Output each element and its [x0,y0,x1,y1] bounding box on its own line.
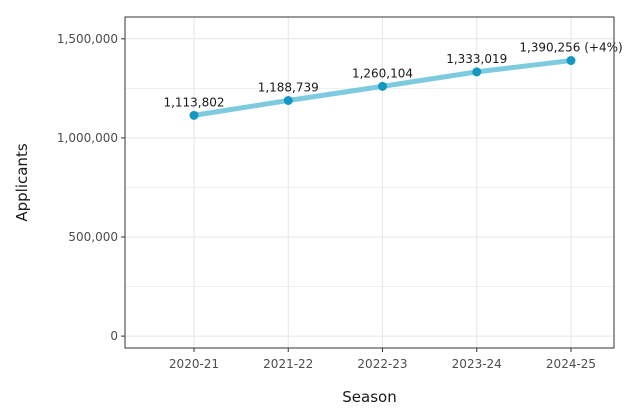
x-tick-label: 2022-23 [357,357,407,371]
data-label: 1,333,019 [446,52,507,66]
y-tick-label: 0 [110,329,118,343]
data-point [566,56,576,66]
data-label: 1,260,104 [352,66,413,80]
x-axis-title: Season [342,388,396,406]
x-tick-label: 2023-24 [452,357,502,371]
series-applicants [189,56,576,120]
y-axis-title: Applicants [13,143,31,221]
data-point [378,81,387,91]
x-tick-label: 2020-21 [169,357,219,371]
y-tick-label: 500,000 [68,230,118,244]
x-axis-ticks: 2020-21 2021-22 2022-23 2023-24 2024-25 [169,348,596,371]
data-label: 1,390,256 (+4%) [519,41,622,55]
data-labels: 1,113,802 1,188,739 1,260,104 1,333,019 1,39… [163,41,622,110]
y-axis-ticks: 0 500,000 1,000,000 1,500,000 [57,32,125,343]
data-label: 1,113,802 [163,95,224,109]
data-label: 1,188,739 [258,80,319,94]
x-tick-label: 2021-22 [263,357,313,371]
y-tick-label: 1,500,000 [57,32,118,46]
data-point [472,67,482,77]
data-point [283,95,293,105]
y-tick-label: 1,000,000 [57,131,118,145]
x-tick-label: 2024-25 [546,357,596,371]
data-point [189,110,199,120]
plot-frame [124,16,615,349]
